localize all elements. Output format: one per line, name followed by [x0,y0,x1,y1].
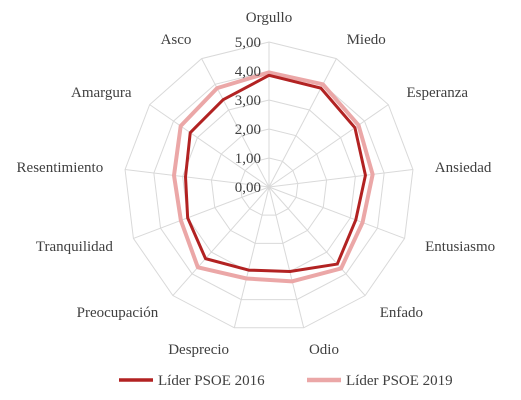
tick-label-5: 5,00 [235,35,261,51]
legend: Líder PSOE 2016 Líder PSOE 2019 [119,373,453,389]
category-label-esperanza: Esperanza [406,85,468,101]
legend-label-lider-psoe-2016: Líder PSOE 2016 [158,373,265,389]
legend-label-lider-psoe-2019: Líder PSOE 2019 [346,373,453,389]
category-label-orgullo: Orgullo [246,10,292,26]
category-label-ansiedad: Ansiedad [435,160,492,176]
spoke-enfado [268,186,366,296]
grid-ring-1 [239,157,299,216]
spoke-odio [268,186,305,328]
category-label-desprecio: Desprecio [168,342,229,358]
radial-tick-labels: 0,00 1,00 2,00 3,00 4,00 5,00 [235,35,261,196]
category-label-odio: Odio [309,342,339,358]
spoke-esperanza [268,104,389,188]
spoke-resentimiento [124,169,270,188]
category-labels: Orgullo Miedo Esperanza Ansiedad Entusiasmo E… [17,10,496,358]
series-line-lider-psoe-2019 [171,70,375,284]
spoke-miedo [268,58,337,188]
spoke-tranquilidad [133,186,270,239]
category-label-tranquilidad: Tranquilidad [36,239,113,255]
spoke-amargura [149,104,270,188]
category-label-enfado: Enfado [380,305,423,321]
radar-spokes [124,42,414,328]
category-label-preocupacion: Preocupación [77,305,159,321]
spoke-ansiedad [268,169,414,188]
spoke-preocupacion [172,186,270,296]
tick-label-0: 0,00 [235,180,261,196]
series-line-lider-psoe-2016 [184,73,367,273]
spoke-desprecio [233,186,270,328]
spoke-asco [201,58,270,188]
category-label-amargura: Amargura [71,85,132,101]
tick-label-3: 3,00 [235,93,261,109]
grid-ring-2 [210,128,328,244]
grid-ring-4 [153,70,385,301]
category-label-resentimiento: Resentimiento [17,160,104,176]
category-label-entusiasmo: Entusiasmo [425,239,495,255]
tick-label-4: 4,00 [235,64,261,80]
grid-ring-5 [124,41,414,329]
radar-series [171,70,375,284]
tick-label-2: 2,00 [235,122,261,138]
tick-label-1: 1,00 [235,151,261,167]
category-label-miedo: Miedo [347,32,386,48]
category-label-asco: Asco [161,32,192,48]
spoke-entusiasmo [268,186,405,239]
